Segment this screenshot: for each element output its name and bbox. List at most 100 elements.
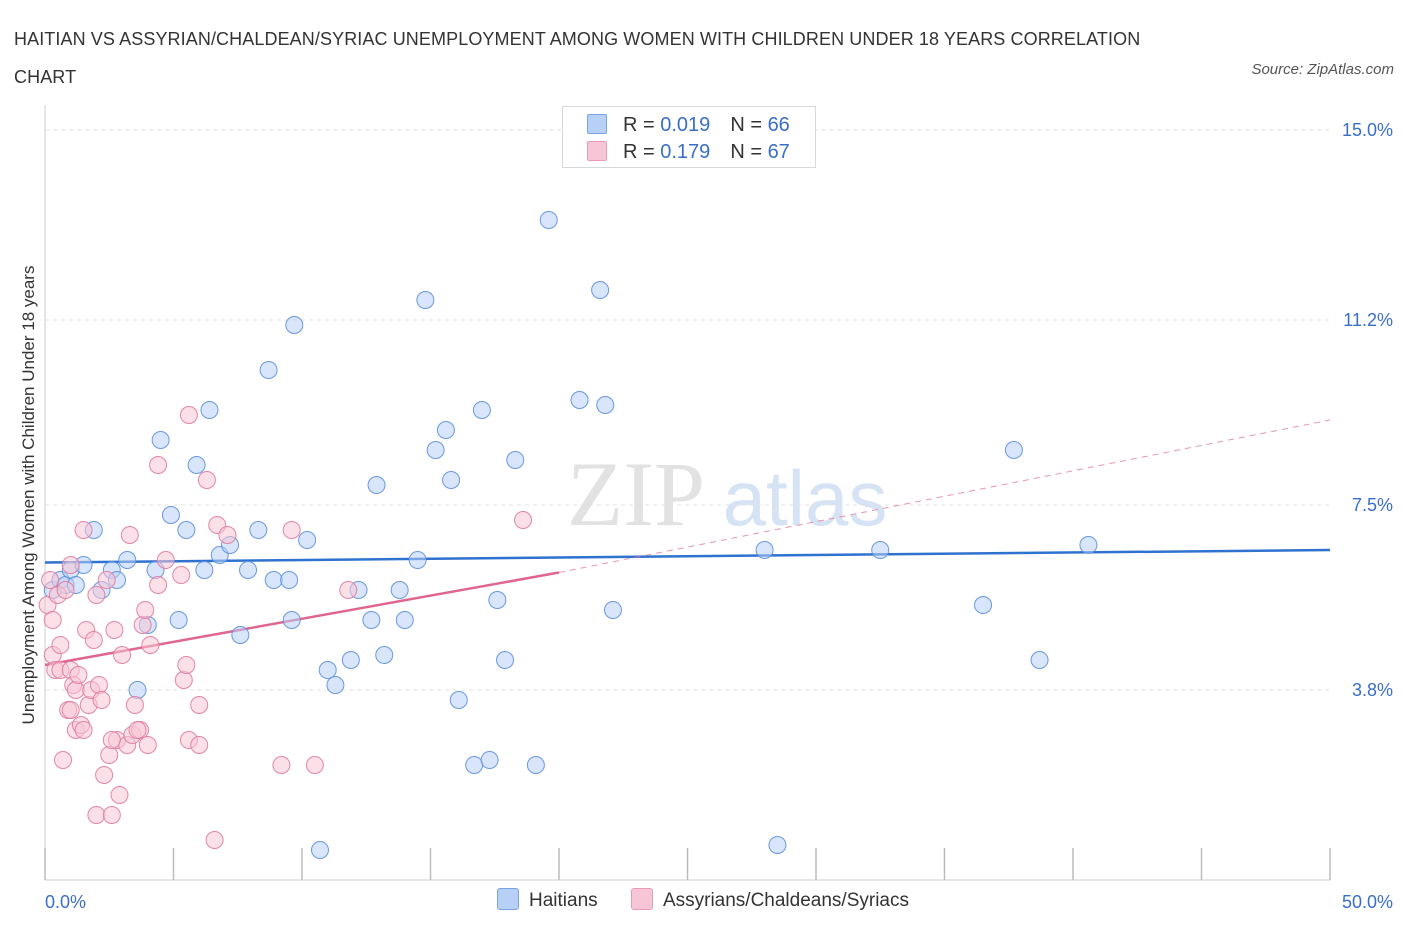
legend-r-value: 0.019 bbox=[660, 114, 711, 136]
data-points bbox=[38, 211, 1098, 859]
assyrian-point bbox=[92, 691, 111, 709]
assyrian-point bbox=[149, 576, 168, 594]
haitian-point bbox=[526, 756, 545, 774]
assyrian-point bbox=[120, 526, 139, 544]
assyrian-point bbox=[128, 721, 147, 739]
haitian-point bbox=[362, 611, 381, 629]
legend-swatch-assyrians bbox=[587, 141, 607, 161]
assyrian-point bbox=[87, 586, 106, 604]
haitian-point bbox=[472, 401, 491, 419]
legend-n-value: 66 bbox=[767, 114, 790, 136]
haitian-point bbox=[390, 581, 409, 599]
haitian-point bbox=[449, 691, 468, 709]
legend-r-value: 0.179 bbox=[660, 141, 711, 163]
haitian-point bbox=[118, 551, 137, 569]
haitian-point bbox=[195, 561, 214, 579]
assyrian-point bbox=[100, 746, 119, 764]
legend-n-label: N = bbox=[730, 141, 768, 163]
assyrian-point bbox=[84, 631, 103, 649]
legend-row-haitians: R = 0.019 N = 66 bbox=[587, 113, 790, 137]
haitian-point bbox=[496, 651, 515, 669]
haitian-point bbox=[871, 541, 890, 559]
y-axis-label: Unemployment Among Women with Children U… bbox=[19, 266, 38, 725]
assyrian-point bbox=[74, 521, 93, 539]
watermark-atlas: atlas bbox=[723, 454, 888, 542]
haitian-point bbox=[282, 611, 301, 629]
series-name-assyrians: Assyrians/Chaldeans/Syriacs bbox=[662, 890, 909, 911]
assyrian-point bbox=[113, 646, 132, 664]
haitian-point bbox=[506, 451, 525, 469]
y-tick-label: 15.0% bbox=[1342, 120, 1393, 140]
haitian-point bbox=[239, 561, 258, 579]
haitian-point bbox=[974, 596, 993, 614]
series-legend-assyrians: Assyrians/Chaldeans/Syriacs bbox=[630, 888, 909, 912]
x-tick-label: 50.0% bbox=[1342, 892, 1393, 912]
assyrian-point bbox=[89, 676, 108, 694]
series-legend: Haitians Assyrians/Chaldeans/Syriacs bbox=[0, 888, 1406, 912]
legend-swatch-haitians bbox=[587, 114, 607, 134]
haitian-point bbox=[591, 281, 610, 299]
haitian-point bbox=[367, 476, 386, 494]
legend-row-assyrians: R = 0.179 N = 67 bbox=[587, 140, 790, 164]
legend-n-value: 67 bbox=[767, 141, 790, 163]
haitian-point bbox=[416, 291, 435, 309]
haitian-point bbox=[755, 541, 774, 559]
assyrian-point bbox=[179, 406, 198, 424]
haitian-point bbox=[341, 651, 360, 669]
haitian-point bbox=[488, 591, 507, 609]
haitian-point bbox=[285, 316, 304, 334]
haitian-point bbox=[465, 756, 484, 774]
series-swatch-haitians bbox=[497, 888, 519, 910]
assyrian-point bbox=[69, 666, 88, 684]
haitian-trend-line bbox=[44, 548, 1331, 564]
assyrian-point bbox=[514, 511, 533, 529]
assyrian-point bbox=[177, 656, 196, 674]
assyrian-point bbox=[174, 671, 193, 689]
assyrian-point bbox=[95, 766, 114, 784]
haitian-point bbox=[318, 661, 337, 679]
haitian-point bbox=[375, 646, 394, 664]
assyrian-point bbox=[218, 526, 237, 544]
series-legend-haitians: Haitians bbox=[497, 888, 598, 912]
assyrian-point bbox=[43, 611, 62, 629]
assyrian-point bbox=[138, 736, 157, 754]
haitian-point bbox=[310, 841, 329, 859]
axes bbox=[44, 105, 1331, 881]
assyrian-point bbox=[190, 736, 209, 754]
assyrian-point bbox=[105, 621, 124, 639]
haitian-point bbox=[177, 521, 196, 539]
legend-r-label: R = bbox=[623, 114, 661, 136]
assyrian-point bbox=[41, 571, 60, 589]
assyrian-point bbox=[149, 456, 168, 474]
haitian-point bbox=[151, 431, 170, 449]
assyrian-point bbox=[87, 806, 106, 824]
assyrian-point bbox=[51, 636, 70, 654]
haitian-point bbox=[249, 521, 268, 539]
gridlines bbox=[45, 129, 1330, 691]
assyrian-point bbox=[136, 601, 155, 619]
x-tick-label: 0.0% bbox=[45, 892, 86, 912]
haitian-point bbox=[603, 601, 622, 619]
haitian-point bbox=[442, 471, 461, 489]
assyrian-point bbox=[172, 566, 191, 584]
correlation-legend: R = 0.019 N = 66 R = 0.179 N = 67 bbox=[562, 106, 816, 168]
haitian-point bbox=[231, 626, 250, 644]
assyrian-point bbox=[305, 756, 324, 774]
assyrian-point bbox=[272, 756, 291, 774]
assyrian-point bbox=[66, 681, 85, 699]
haitian-point bbox=[298, 531, 317, 549]
assyrian-point bbox=[125, 696, 144, 714]
legend-r-label: R = bbox=[623, 141, 661, 163]
tick-labels: 3.8% 7.5% 11.2% 15.0% 0.0% 50.0% bbox=[45, 120, 1393, 912]
haitian-point bbox=[395, 611, 414, 629]
haitian-point bbox=[259, 361, 278, 379]
assyrian-point bbox=[282, 521, 301, 539]
trend-lines bbox=[44, 419, 1331, 667]
assyrian-point bbox=[102, 731, 121, 749]
haitian-point bbox=[436, 421, 455, 439]
watermark-zip: ZIP bbox=[567, 443, 705, 545]
assyrian-point bbox=[53, 751, 72, 769]
assyrian-point bbox=[141, 636, 160, 654]
source-label: Source: ZipAtlas.com bbox=[1251, 61, 1394, 78]
